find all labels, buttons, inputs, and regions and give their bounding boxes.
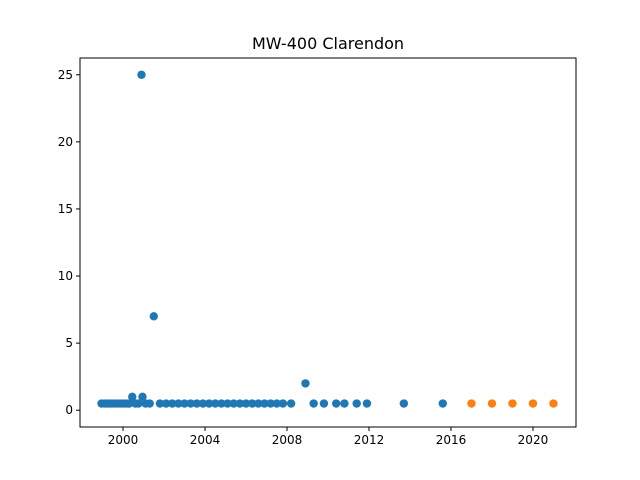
data-point-s0-46 bbox=[362, 399, 372, 408]
data-point-s0-44 bbox=[340, 399, 349, 408]
data-point-s0-33 bbox=[247, 399, 257, 408]
data-point-s0-37 bbox=[272, 399, 281, 408]
x-tick-label-2016: 2016 bbox=[436, 433, 467, 447]
data-point-s0-20 bbox=[168, 399, 177, 408]
data-point-s0-23 bbox=[186, 399, 195, 408]
data-point-s0-39 bbox=[286, 399, 296, 408]
x-tick-label-2008: 2008 bbox=[272, 433, 303, 447]
data-point-s0-47 bbox=[399, 399, 409, 408]
y-tick-label-5: 5 bbox=[65, 336, 73, 350]
data-point-s0-12 bbox=[134, 399, 143, 408]
data-point-s0-45 bbox=[352, 399, 361, 408]
y-tick-label-0: 0 bbox=[65, 403, 73, 417]
data-points bbox=[97, 70, 558, 408]
chart-title: MW-400 Clarendon bbox=[252, 34, 404, 53]
x-tick-label-2012: 2012 bbox=[354, 433, 385, 447]
data-point-s0-13 bbox=[137, 70, 146, 79]
x-axis: 2000 2004 2008 2012 2016 2020 bbox=[108, 427, 548, 447]
data-point-s0-25 bbox=[198, 399, 208, 408]
data-point-s0-38 bbox=[278, 399, 288, 408]
data-point-s0-9 bbox=[124, 399, 134, 408]
data-point-s0-19 bbox=[161, 399, 171, 408]
data-point-s1-2 bbox=[508, 399, 517, 408]
data-point-s1-3 bbox=[528, 399, 538, 408]
y-axis: 0 5 10 15 20 25 bbox=[58, 68, 80, 417]
data-point-s0-40 bbox=[301, 379, 310, 388]
data-point-s0-21 bbox=[174, 399, 183, 408]
data-point-s0-36 bbox=[266, 399, 275, 408]
data-point-s1-4 bbox=[549, 399, 558, 408]
y-tick-label-20: 20 bbox=[58, 135, 73, 149]
data-point-s0-34 bbox=[254, 399, 263, 408]
data-point-s0-10 bbox=[128, 392, 137, 402]
data-point-s0-28 bbox=[217, 399, 226, 408]
data-point-s0-14 bbox=[138, 392, 147, 402]
data-point-s1-0 bbox=[467, 399, 476, 408]
data-point-s0-16 bbox=[145, 399, 154, 408]
data-point-s0-48 bbox=[438, 399, 447, 408]
data-point-s0-18 bbox=[155, 399, 165, 408]
data-point-s0-17 bbox=[149, 312, 158, 321]
x-tick-label-2004: 2004 bbox=[190, 433, 221, 447]
data-point-s0-24 bbox=[192, 399, 202, 408]
data-point-s0-30 bbox=[229, 399, 238, 408]
data-point-s1-1 bbox=[487, 399, 497, 408]
x-tick-label-2000: 2000 bbox=[108, 433, 139, 447]
x-tick-label-2020: 2020 bbox=[518, 433, 549, 447]
data-point-s0-31 bbox=[235, 399, 245, 408]
data-point-s0-43 bbox=[331, 399, 341, 408]
data-point-s0-35 bbox=[260, 399, 269, 408]
y-tick-label-25: 25 bbox=[58, 68, 73, 82]
data-point-s0-26 bbox=[204, 399, 214, 408]
data-point-s0-41 bbox=[309, 399, 318, 408]
data-point-s0-42 bbox=[319, 399, 329, 408]
data-point-s0-29 bbox=[223, 399, 232, 408]
data-point-s0-22 bbox=[180, 399, 189, 408]
y-tick-label-15: 15 bbox=[58, 202, 73, 216]
y-tick-label-10: 10 bbox=[58, 269, 73, 283]
plot-frame bbox=[79, 57, 577, 428]
data-point-s0-27 bbox=[211, 399, 220, 408]
data-point-s0-32 bbox=[241, 399, 251, 408]
